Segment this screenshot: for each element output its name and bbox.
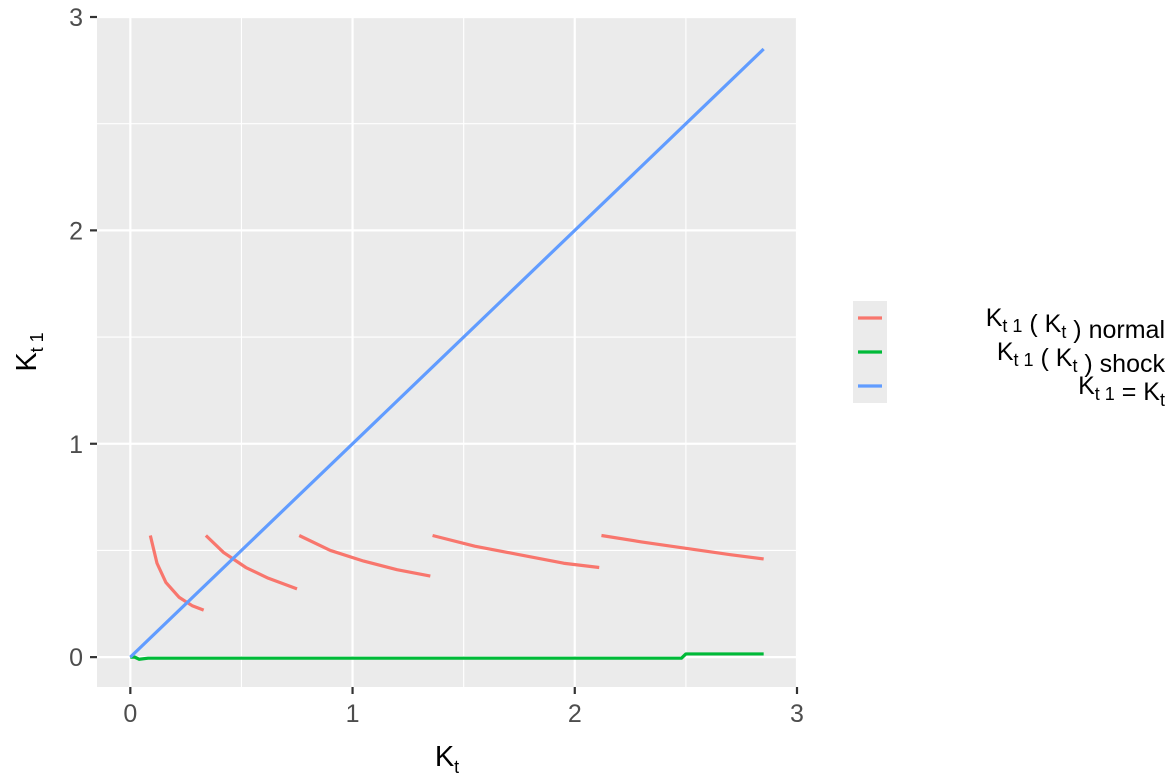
series-line <box>432 533 600 570</box>
legend-item: Kt 1 ( Kt ) normal <box>858 304 1165 344</box>
x-tick-label: 0 <box>123 700 137 728</box>
series-line <box>129 47 765 659</box>
axes-layer: 0 1 2 3 0 1 2 3 Kt Kt 1 <box>11 4 804 777</box>
series-line <box>130 652 764 661</box>
x-tick-label: 3 <box>790 700 804 728</box>
y-tick-label: 0 <box>69 644 83 672</box>
legend-item: Kt 1 ( Kt ) shock <box>858 338 1165 378</box>
x-axis-title: Kt <box>435 741 459 777</box>
series-layer <box>129 47 765 661</box>
legend-item: Kt 1 = Kt <box>858 372 1165 410</box>
series-line <box>298 534 431 578</box>
minor-gridlines <box>97 17 797 687</box>
series-2 <box>129 47 765 659</box>
legend-label: Kt 1 = Kt <box>1078 372 1165 410</box>
series-1 <box>130 652 764 661</box>
x-tick-label: 2 <box>568 700 582 728</box>
series-0 <box>148 533 764 612</box>
y-tick-label: 1 <box>69 431 83 459</box>
y-axis-title: Kt 1 <box>11 332 47 371</box>
series-line <box>204 534 298 591</box>
x-tick-label: 1 <box>346 700 360 728</box>
legend-label: Kt 1 ( Kt ) normal <box>986 304 1165 344</box>
y-tick-label: 2 <box>69 217 83 245</box>
series-line <box>601 533 764 561</box>
series-line <box>148 535 205 612</box>
y-tick-label: 3 <box>69 4 83 32</box>
legend-label: Kt 1 ( Kt ) shock <box>997 338 1166 378</box>
